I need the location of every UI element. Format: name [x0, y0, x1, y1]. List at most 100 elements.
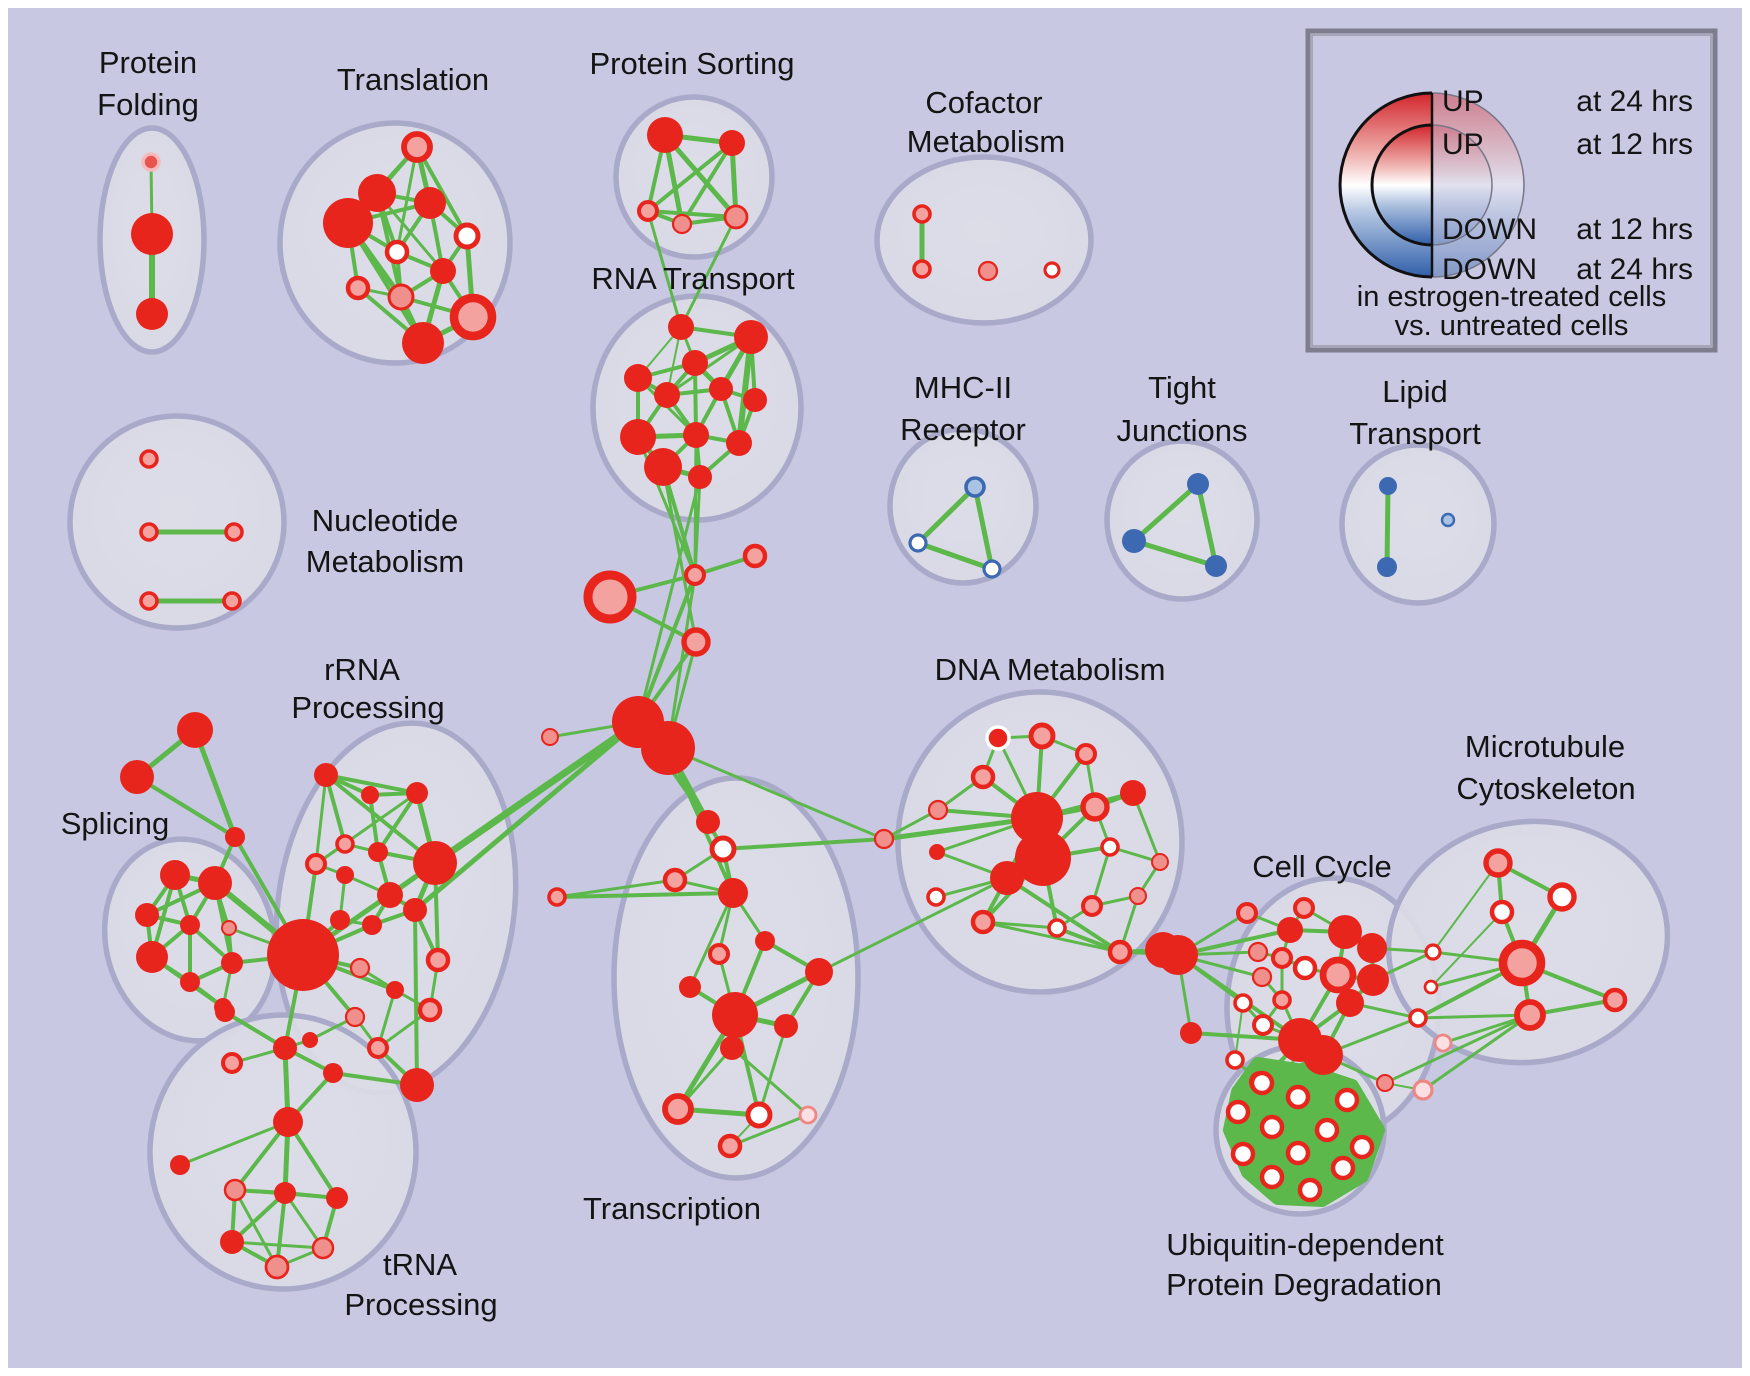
cluster-mhc-ii-receptor-label-line2: Receptor: [900, 412, 1026, 447]
edge-p2-mt4: [1421, 1013, 1532, 1092]
edge-r0-r4: [314, 773, 328, 866]
node-x8: [805, 958, 833, 986]
node-d14: [926, 887, 946, 907]
node-d11: [990, 861, 1024, 895]
edge-x11-x14: [730, 1046, 810, 1117]
node-cc3: [1292, 896, 1316, 920]
node-s5: [136, 941, 168, 973]
node-r2: [406, 782, 428, 804]
legend-box-inner-border: [1311, 34, 1712, 347]
node-r15: [386, 981, 404, 999]
edge-x1-d5: [721, 837, 886, 851]
node-r16: [417, 997, 443, 1023]
edge-ps0-ps4: [662, 132, 739, 220]
legend-time-3: at 12 hrs: [1576, 213, 1693, 246]
node-d19: [1107, 939, 1133, 965]
node-d10: [1120, 780, 1146, 806]
node-u5: [1314, 1117, 1340, 1143]
node-mh1: [908, 533, 928, 553]
node-x6: [707, 942, 731, 966]
node-s6: [221, 952, 243, 974]
edge-ps2-rt0: [646, 209, 683, 329]
node-r4: [304, 852, 328, 876]
node-tn4: [326, 1187, 348, 1209]
node-ps0: [647, 117, 683, 153]
node-c4: [541, 728, 559, 746]
cluster-microtubule-cytoskeleton-label-line1: Microtubule: [1465, 729, 1625, 764]
edge-c0-h1: [636, 573, 697, 724]
edge-mh0-mh2: [972, 484, 995, 572]
node-cc2: [1235, 901, 1259, 925]
cluster-cell-cycle-label-line1: Cell Cycle: [1252, 849, 1392, 884]
node-ps3: [671, 213, 693, 235]
cluster-splicing-label-line1: Splicing: [61, 806, 170, 841]
node-t9: [449, 293, 497, 341]
node-cc8: [1270, 946, 1294, 970]
edge-m0-mt0: [1432, 862, 1499, 953]
node-cf2: [977, 260, 999, 282]
legend-caption-line1: in estrogen-treated cells: [1357, 281, 1667, 313]
node-cc15: [1251, 1013, 1275, 1037]
node-u0: [1249, 1070, 1275, 1096]
node-d16: [1047, 918, 1067, 938]
cluster-rrna-processing-label-line2: Processing: [291, 690, 444, 725]
node-x7: [679, 976, 701, 998]
cluster-ubiquitin-degradation-label-line1: Ubiquitin-dependent: [1166, 1227, 1444, 1262]
node-ps2: [636, 199, 660, 223]
node-tr2: [225, 827, 245, 847]
edge-t0-t4: [415, 145, 469, 238]
legend-inner-left-arc: [1370, 123, 1433, 247]
legend: UP at 24 hrs UP at 12 hrs DOWN at 12 hrs DOWN a…: [1305, 28, 1718, 353]
node-mt2: [1489, 899, 1515, 925]
edge-lt0-lt1: [1384, 483, 1391, 570]
node-x15: [717, 1133, 743, 1159]
node-t1: [358, 174, 396, 212]
edge-rt1-rt4: [665, 335, 753, 397]
node-nm4: [222, 591, 242, 611]
node-mt4: [1514, 999, 1546, 1031]
edge-ps4-rt0: [679, 215, 738, 329]
node-tn6: [311, 1236, 335, 1260]
edge-tn2-tn7: [233, 1188, 279, 1269]
edge-r11-r25: [413, 908, 419, 1087]
edge-mh0-mh1: [915, 484, 978, 546]
cluster-lipid-transport-label-line1: Lipid: [1382, 374, 1448, 409]
node-rt4: [654, 382, 680, 408]
node-r22: [220, 1051, 244, 1075]
node-d12: [1100, 837, 1120, 857]
node-c1: [742, 543, 768, 569]
node-r17: [344, 1006, 366, 1028]
node-x10: [774, 1014, 798, 1038]
cluster-dna-metabolism-label-line1: DNA Metabolism: [935, 652, 1166, 687]
node-rt7: [620, 419, 656, 455]
node-r5: [368, 842, 388, 862]
node-t10: [402, 322, 444, 364]
node-s3: [180, 915, 200, 935]
node-x11: [720, 1036, 744, 1060]
node-t3: [414, 187, 446, 219]
node-p2: [1412, 1079, 1434, 1101]
node-ps1: [719, 130, 745, 156]
edge-x2-x3: [555, 878, 677, 899]
node-t0: [401, 131, 433, 163]
node-tj0: [1187, 473, 1209, 495]
node-t2: [323, 198, 373, 248]
node-nm1: [139, 522, 159, 542]
edge-tn3-tn5: [230, 1191, 287, 1244]
edge-x14-x15: [728, 1113, 810, 1148]
node-u6: [1349, 1134, 1375, 1160]
nodes: [120, 117, 1628, 1280]
node-t6: [430, 258, 456, 284]
node-tn1: [170, 1155, 190, 1175]
node-lt0: [1379, 477, 1397, 495]
cluster-lipid-transport-label-line2: Transport: [1349, 416, 1481, 451]
node-r1: [361, 786, 379, 804]
cluster-trna-processing-region: [147, 1012, 419, 1292]
node-ps4: [723, 204, 749, 230]
edge-mh1-mh2: [915, 540, 995, 572]
node-cc14: [1272, 990, 1292, 1010]
edge-x10-x13: [757, 1024, 788, 1117]
node-r8: [377, 882, 403, 908]
legend-outer-left-arc: [1338, 91, 1433, 279]
